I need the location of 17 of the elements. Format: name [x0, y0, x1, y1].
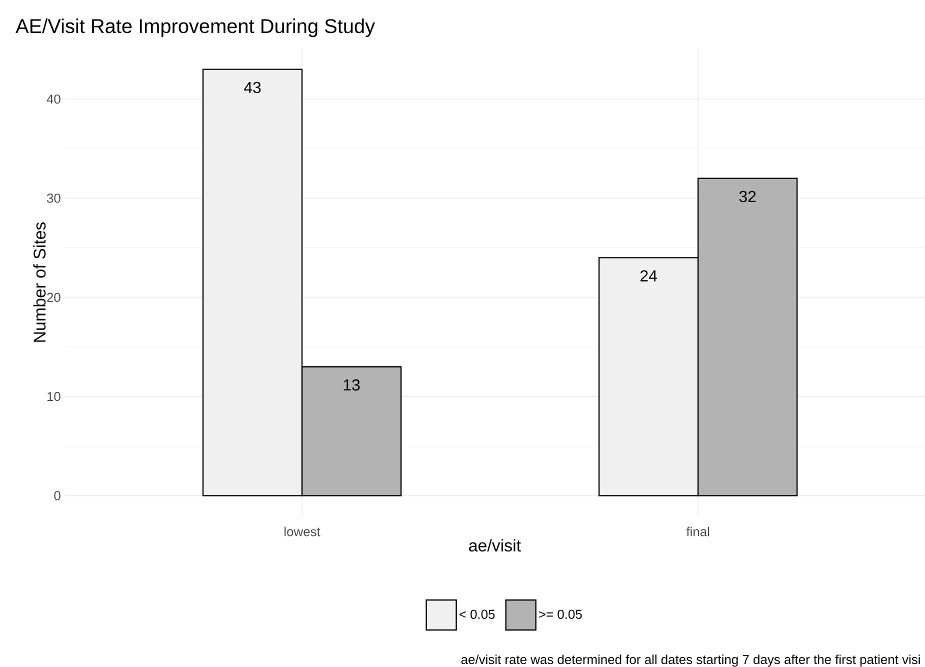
x-tick-label: final — [686, 526, 710, 536]
data-label: 32 — [739, 190, 756, 202]
y-tick-label: 40 — [46, 94, 60, 104]
x-tick-label: lowest — [284, 526, 320, 536]
data-label: 24 — [640, 270, 657, 282]
x-axis-title: ae/visit — [469, 539, 521, 552]
data-label: 13 — [344, 379, 360, 391]
y-tick-label: 20 — [47, 292, 60, 302]
y-tick-label: 0 — [54, 491, 60, 500]
y-axis-title: Number of Sites — [33, 222, 46, 342]
data-label: 43 — [244, 82, 261, 94]
text: ae/visit rate was determined for all dates starting 7 days after the first patient visi — [461, 654, 920, 667]
chart-title: AE/Visit Rate Improvement During Study — [16, 18, 375, 38]
y-tick-label: 10 — [47, 392, 60, 402]
legend-label: >= 0.05 — [539, 610, 582, 619]
legend-label: < 0.05 — [460, 610, 495, 619]
y-tick-label: 30 — [46, 194, 60, 203]
